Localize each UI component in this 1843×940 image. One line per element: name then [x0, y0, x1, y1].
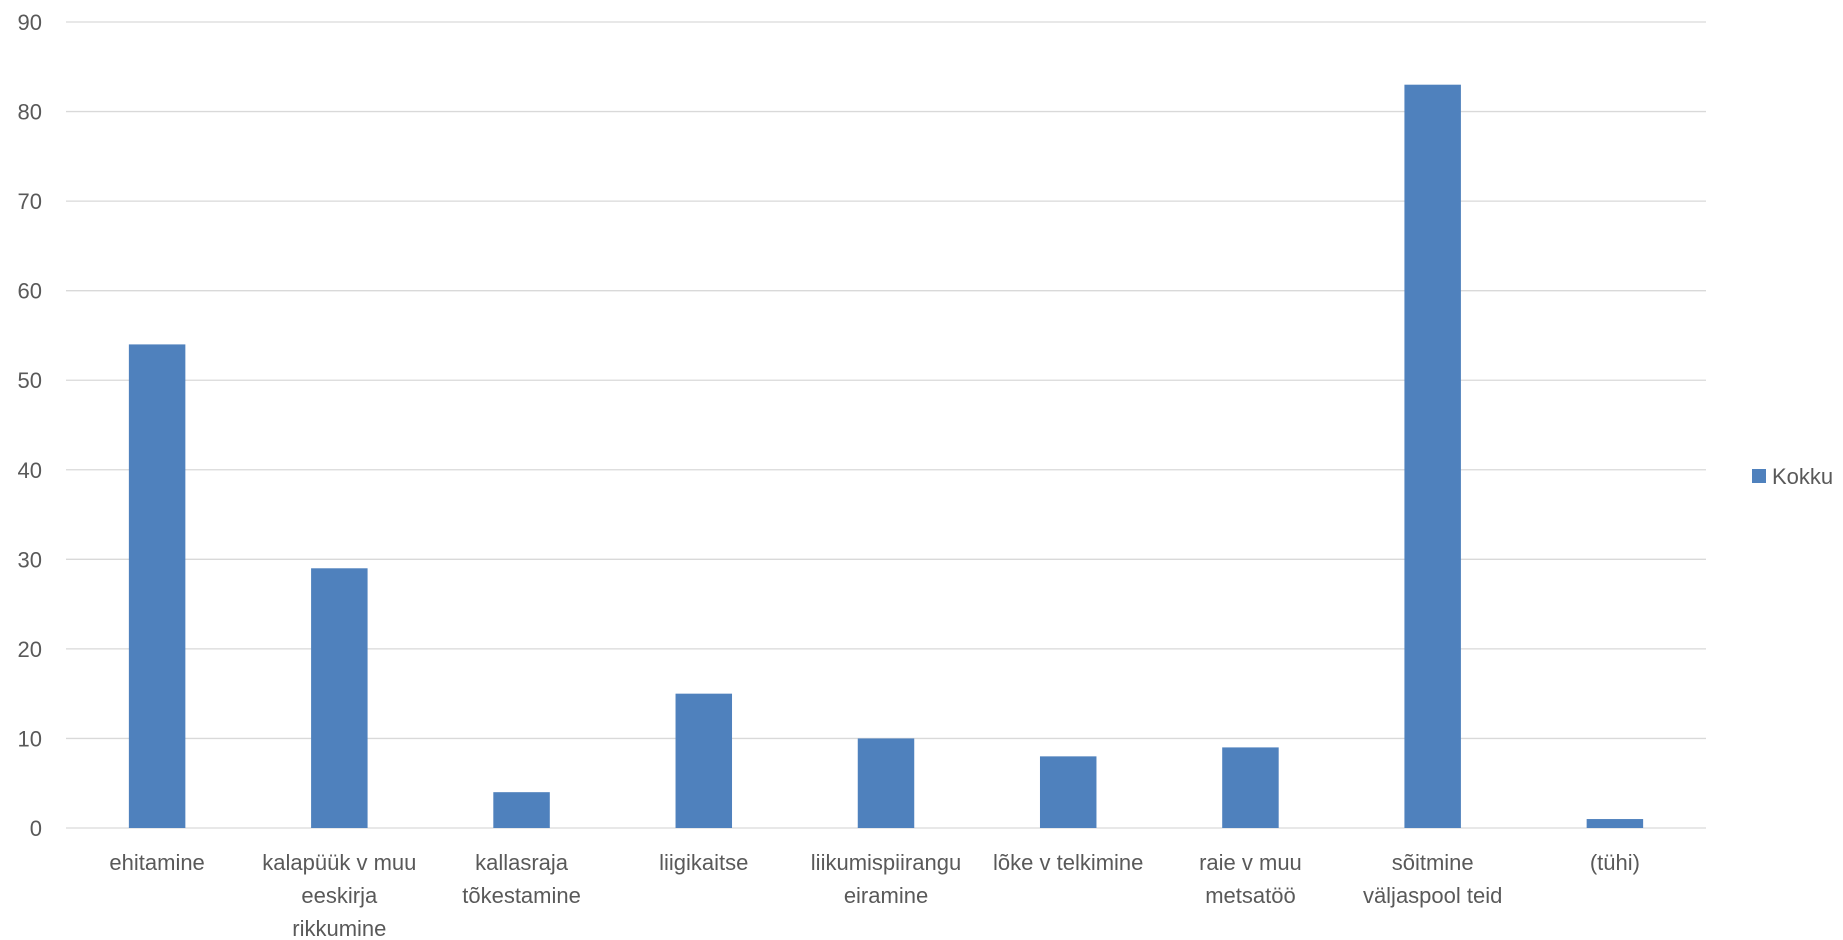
bar: [857, 738, 915, 828]
legend-swatch: [1752, 469, 1766, 483]
bar: [128, 344, 186, 828]
x-tick-label: eeskirja: [301, 883, 378, 908]
x-tick-label: (tühi): [1590, 850, 1640, 875]
bar: [1586, 819, 1644, 828]
y-tick-label: 50: [18, 368, 42, 393]
x-tick-label: lõke v telkimine: [993, 850, 1143, 875]
x-tick-label: tõkestamine: [462, 883, 581, 908]
y-tick-label: 90: [18, 10, 42, 35]
x-tick-label: väljaspool teid: [1363, 883, 1502, 908]
x-tick-label: kalapüük v muu: [262, 850, 416, 875]
x-tick-label: ehitamine: [109, 850, 204, 875]
bar: [1222, 747, 1279, 828]
x-tick-label: rikkumine: [292, 916, 386, 940]
bar: [493, 792, 550, 828]
x-tick-label: liigikaitse: [659, 850, 748, 875]
y-tick-label: 30: [18, 547, 42, 572]
x-tick-label: raie v muu: [1199, 850, 1302, 875]
x-tick-label: kallasraja: [475, 850, 569, 875]
y-tick-label: 70: [18, 189, 42, 214]
x-tick-label: sõitmine: [1392, 850, 1474, 875]
y-tick-label: 40: [18, 458, 42, 483]
y-tick-label: 10: [18, 726, 42, 751]
x-tick-label: metsatöö: [1205, 883, 1296, 908]
bar: [1404, 84, 1461, 828]
y-tick-label: 20: [18, 637, 42, 662]
y-tick-label: 60: [18, 279, 42, 304]
bar: [675, 693, 733, 828]
bar: [311, 568, 368, 828]
x-tick-label: eiramine: [844, 883, 928, 908]
x-tick-label: liikumispiirangu: [811, 850, 961, 875]
y-tick-label: 0: [30, 816, 42, 841]
bar: [1039, 756, 1097, 828]
legend-label: Kokku: [1772, 464, 1833, 489]
y-tick-label: 80: [18, 100, 42, 125]
